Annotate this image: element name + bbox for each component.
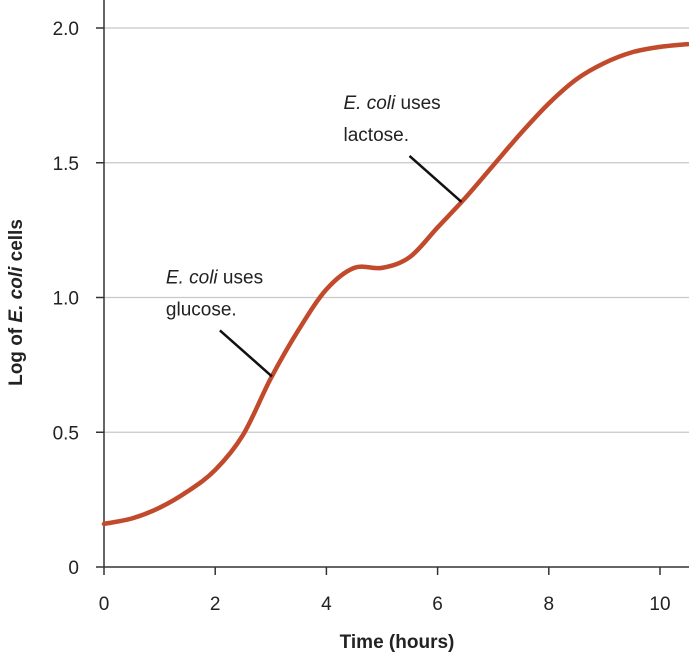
x-tick-label: 8: [544, 594, 555, 615]
y-axis-label-part: Log of: [6, 323, 27, 386]
y-tick-label: 2.0: [53, 19, 79, 40]
y-axis-label: Log of E. coli cells: [6, 219, 27, 386]
data-line: [101, 41, 689, 527]
y-axis-label-part: E. coli: [6, 266, 27, 323]
annotation-text: E. coli uses: [344, 93, 441, 114]
x-tick-label: 4: [321, 594, 332, 615]
annotation-pointer: [219, 329, 273, 378]
y-tick-label: 0.5: [53, 423, 79, 444]
annotation-pointer: [408, 154, 463, 203]
y-tick-label: 1.0: [53, 289, 79, 310]
annotation-text: E. coli uses: [166, 267, 263, 288]
annotation-text: lactose.: [344, 125, 409, 146]
y-tick-label: 1.5: [53, 154, 79, 175]
x-tick-label: 10: [649, 594, 670, 615]
x-tick-label: 0: [99, 594, 110, 615]
annotation-rest: uses: [395, 93, 440, 114]
x-axis-label: Time (hours): [340, 632, 455, 653]
annotation-italic: E. coli: [166, 267, 219, 288]
y-tick-label: 0: [68, 558, 79, 579]
annotation-text: glucose.: [166, 299, 237, 320]
y-axis-label-part: cells: [6, 219, 27, 267]
annotation-rest: uses: [218, 267, 263, 288]
annotation-italic: E. coli: [344, 93, 397, 114]
x-tick-label: 2: [210, 594, 221, 615]
x-tick-label: 6: [432, 594, 443, 615]
